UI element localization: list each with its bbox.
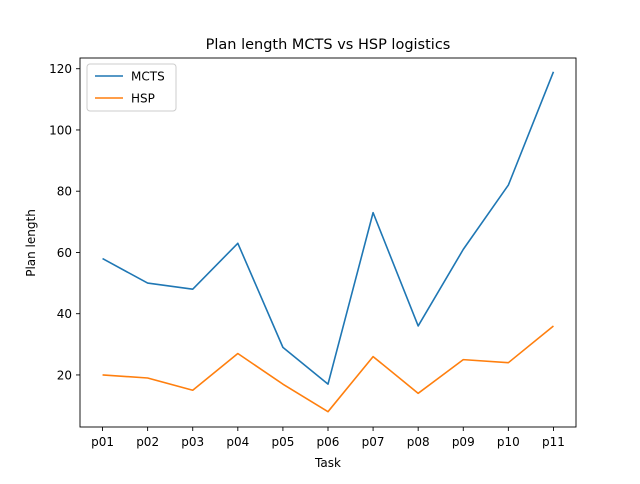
y-tick-label: 20	[57, 368, 72, 382]
x-tick-label: p11	[542, 435, 565, 449]
x-tick-label: p07	[362, 435, 385, 449]
legend-label-mcts: MCTS	[131, 70, 165, 84]
x-tick-label: p08	[407, 435, 430, 449]
x-tick-label: p06	[317, 435, 340, 449]
x-tick-label: p03	[181, 435, 204, 449]
chart-title: Plan length MCTS vs HSP logistics	[206, 37, 451, 53]
legend-label-hsp: HSP	[131, 92, 155, 106]
y-axis-label: Plan length	[24, 209, 38, 277]
y-tick-label: 100	[49, 123, 72, 137]
x-tick-label: p04	[226, 435, 249, 449]
x-tick-label: p10	[497, 435, 520, 449]
y-tick-label: 60	[57, 246, 72, 260]
x-tick-label: p02	[136, 435, 159, 449]
y-tick-label: 40	[57, 307, 72, 321]
x-axis-label: Task	[314, 456, 341, 470]
y-tick-label: 80	[57, 185, 72, 199]
x-tick-label: p05	[271, 435, 294, 449]
x-tick-label: p01	[91, 435, 114, 449]
y-tick-label: 120	[49, 62, 72, 76]
x-tick-label: p09	[452, 435, 475, 449]
